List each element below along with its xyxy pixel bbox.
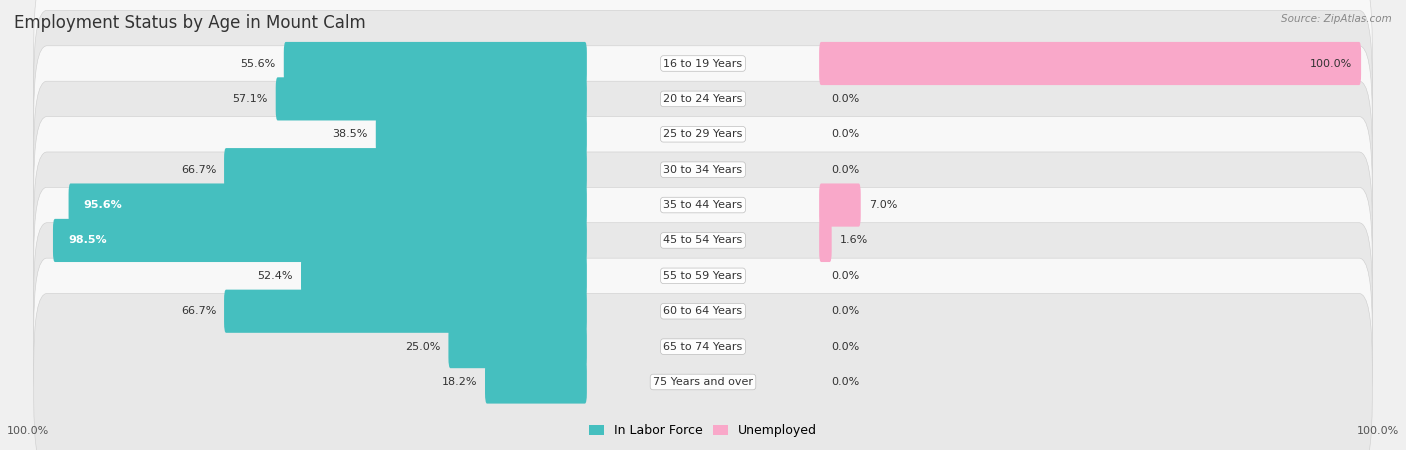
Text: 45 to 54 Years: 45 to 54 Years — [664, 235, 742, 245]
Text: Source: ZipAtlas.com: Source: ZipAtlas.com — [1281, 14, 1392, 23]
Text: 66.7%: 66.7% — [181, 165, 217, 175]
FancyBboxPatch shape — [34, 46, 1372, 223]
Text: 1.6%: 1.6% — [839, 235, 868, 245]
FancyBboxPatch shape — [449, 325, 586, 368]
Text: 0.0%: 0.0% — [831, 165, 859, 175]
Text: 98.5%: 98.5% — [67, 235, 107, 245]
FancyBboxPatch shape — [34, 293, 1372, 450]
Text: 0.0%: 0.0% — [831, 377, 859, 387]
FancyBboxPatch shape — [34, 152, 1372, 329]
Text: 57.1%: 57.1% — [232, 94, 267, 104]
Text: 0.0%: 0.0% — [831, 271, 859, 281]
FancyBboxPatch shape — [34, 187, 1372, 364]
Text: 35 to 44 Years: 35 to 44 Years — [664, 200, 742, 210]
Text: 7.0%: 7.0% — [869, 200, 897, 210]
Text: 20 to 24 Years: 20 to 24 Years — [664, 94, 742, 104]
Text: 60 to 64 Years: 60 to 64 Years — [664, 306, 742, 316]
Text: 55.6%: 55.6% — [240, 58, 276, 68]
Text: 100.0%: 100.0% — [7, 427, 49, 436]
FancyBboxPatch shape — [375, 112, 586, 156]
Text: 16 to 19 Years: 16 to 19 Years — [664, 58, 742, 68]
Text: 66.7%: 66.7% — [181, 306, 217, 316]
Text: 30 to 34 Years: 30 to 34 Years — [664, 165, 742, 175]
FancyBboxPatch shape — [53, 219, 586, 262]
FancyBboxPatch shape — [34, 81, 1372, 258]
Text: 25 to 29 Years: 25 to 29 Years — [664, 129, 742, 140]
Text: 0.0%: 0.0% — [831, 342, 859, 351]
Text: 65 to 74 Years: 65 to 74 Years — [664, 342, 742, 351]
Text: 75 Years and over: 75 Years and over — [652, 377, 754, 387]
Text: 52.4%: 52.4% — [257, 271, 292, 281]
FancyBboxPatch shape — [34, 10, 1372, 187]
FancyBboxPatch shape — [820, 184, 860, 227]
Text: Employment Status by Age in Mount Calm: Employment Status by Age in Mount Calm — [14, 14, 366, 32]
FancyBboxPatch shape — [301, 254, 586, 297]
FancyBboxPatch shape — [69, 184, 586, 227]
FancyBboxPatch shape — [34, 117, 1372, 293]
Text: 100.0%: 100.0% — [1357, 427, 1399, 436]
FancyBboxPatch shape — [224, 290, 586, 333]
Text: 0.0%: 0.0% — [831, 129, 859, 140]
Text: 55 to 59 Years: 55 to 59 Years — [664, 271, 742, 281]
FancyBboxPatch shape — [820, 42, 1361, 85]
FancyBboxPatch shape — [820, 219, 832, 262]
FancyBboxPatch shape — [34, 258, 1372, 435]
Legend: In Labor Force, Unemployed: In Labor Force, Unemployed — [583, 419, 823, 442]
Text: 0.0%: 0.0% — [831, 306, 859, 316]
FancyBboxPatch shape — [34, 223, 1372, 400]
FancyBboxPatch shape — [224, 148, 586, 191]
Text: 18.2%: 18.2% — [441, 377, 477, 387]
FancyBboxPatch shape — [284, 42, 586, 85]
Text: 95.6%: 95.6% — [84, 200, 122, 210]
FancyBboxPatch shape — [34, 0, 1372, 152]
FancyBboxPatch shape — [276, 77, 586, 121]
Text: 25.0%: 25.0% — [405, 342, 440, 351]
Text: 100.0%: 100.0% — [1310, 58, 1353, 68]
Text: 0.0%: 0.0% — [831, 94, 859, 104]
Text: 38.5%: 38.5% — [333, 129, 368, 140]
FancyBboxPatch shape — [485, 360, 586, 404]
